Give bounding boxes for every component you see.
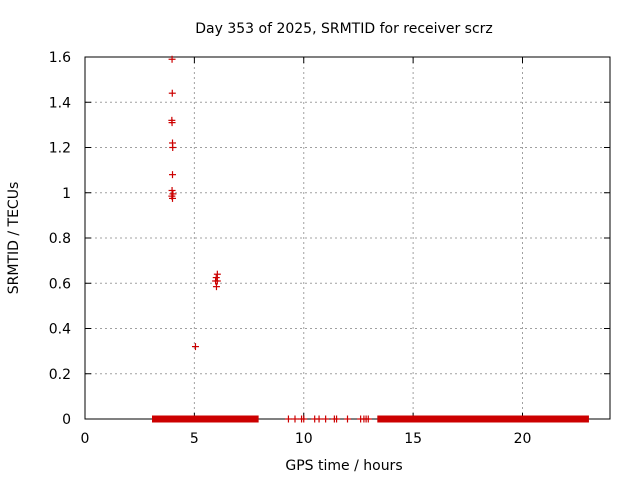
x-tick-label: 0 <box>81 431 90 447</box>
grid-lines <box>85 57 610 419</box>
data-series <box>152 55 589 423</box>
data-point <box>168 119 176 127</box>
y-axis: 0 0.2 0.4 0.6 0.8 1 1.2 1.4 1.6 <box>49 50 610 428</box>
zero-value-run <box>377 415 589 423</box>
y-tick-label: 0.4 <box>49 322 71 338</box>
chart-title: Day 353 of 2025, SRMTID for receiver scr… <box>195 21 493 37</box>
data-point <box>168 89 176 97</box>
data-point <box>191 343 199 351</box>
x-tick-label: 20 <box>514 431 532 447</box>
data-point-zero <box>284 415 292 423</box>
data-point <box>168 55 176 63</box>
data-point <box>169 144 177 151</box>
x-tick-label: 15 <box>404 431 422 447</box>
y-axis-label: SRMTID / TECUs <box>6 182 22 295</box>
data-point-zero <box>300 415 308 423</box>
data-point <box>212 283 220 291</box>
data-point <box>212 274 220 282</box>
y-tick-label: 0.8 <box>49 231 71 247</box>
data-point-zero <box>291 415 299 423</box>
y-tick-label: 1.2 <box>49 141 71 157</box>
data-point-zero <box>344 415 351 423</box>
data-point <box>169 194 176 202</box>
data-point-zero <box>333 415 341 423</box>
data-point-zero <box>315 415 323 423</box>
data-point <box>213 277 221 285</box>
data-point-zero <box>322 415 330 423</box>
y-tick-label: 0.2 <box>49 367 71 383</box>
x-axis-label: GPS time / hours <box>285 458 402 474</box>
y-tick-label: 0.6 <box>49 276 71 292</box>
y-tick-label: 1.4 <box>49 95 71 111</box>
x-tick-label: 5 <box>190 431 199 447</box>
x-tick-label: 10 <box>295 431 313 447</box>
data-point <box>169 171 176 179</box>
x-axis: 0 5 10 15 20 <box>81 57 532 447</box>
y-tick-label: 1 <box>62 186 71 202</box>
data-point <box>213 270 221 278</box>
y-tick-label: 0 <box>62 412 71 428</box>
zero-value-run <box>152 415 259 423</box>
y-tick-label: 1.6 <box>49 50 71 66</box>
data-point-zero <box>364 415 372 423</box>
